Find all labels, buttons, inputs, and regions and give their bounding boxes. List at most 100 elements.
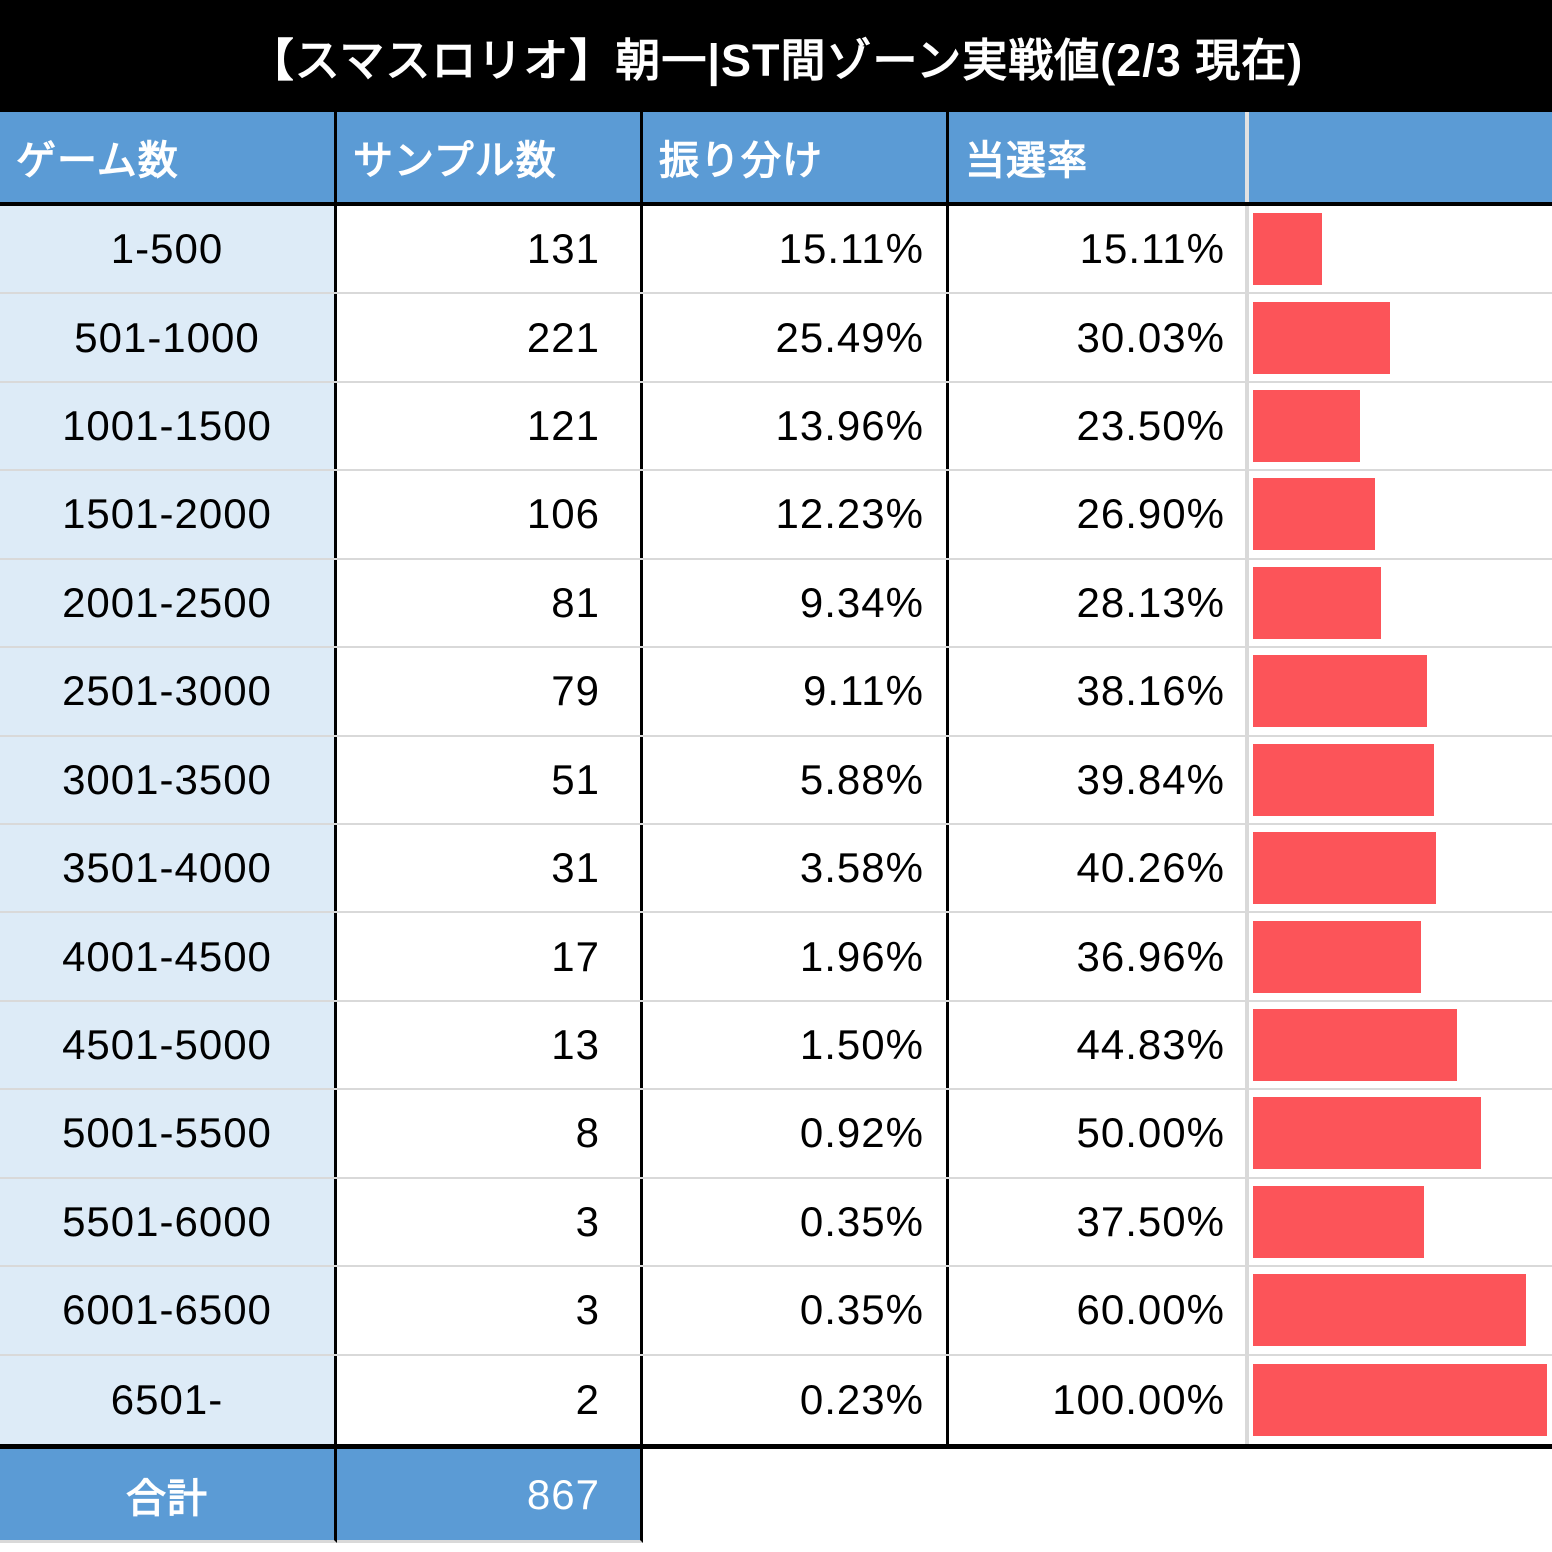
share-cell: 9.34% [643, 559, 949, 647]
samples-cell: 3 [337, 1267, 643, 1354]
samples-cell: 221 [337, 294, 643, 381]
column-header-share: 振り分け [643, 112, 949, 202]
win-rate-bar-cell [1249, 737, 1552, 823]
win-rate-bar-cell [1249, 1179, 1552, 1265]
table-row: 6001-6500 3 0.35% 60.00% [0, 1267, 1552, 1356]
share-cell: 1.50% [643, 1001, 949, 1089]
win-rate-bar [1253, 1363, 1547, 1436]
table-row: 1001-1500 121 13.96% 23.50% [0, 382, 1552, 472]
games-range-cell: 6001-6500 [0, 1267, 337, 1354]
win-rate-bar [1253, 1009, 1457, 1082]
win-rate-cell: 100.00% [949, 1355, 1249, 1444]
win-rate-bar-cell [1249, 206, 1552, 292]
share-cell: 13.96% [643, 382, 949, 470]
win-rate-bar-cell [1249, 383, 1552, 469]
table-row: 4001-4500 17 1.96% 36.96% [0, 913, 1552, 1002]
win-rate-cell: 39.84% [949, 736, 1249, 823]
samples-cell: 51 [337, 736, 643, 823]
samples-cell: 3 [337, 1178, 643, 1266]
win-rate-cell: 38.16% [949, 648, 1249, 735]
win-rate-cell: 36.96% [949, 913, 1249, 1000]
table-row: 2501-3000 79 9.11% 38.16% [0, 648, 1552, 737]
column-header-samples: サンプル数 [337, 112, 643, 202]
win-rate-bar [1253, 301, 1390, 374]
win-rate-bar [1253, 1097, 1481, 1170]
samples-cell: 31 [337, 825, 643, 912]
win-rate-bar-cell [1249, 294, 1552, 380]
games-range-cell: 501-1000 [0, 294, 337, 381]
win-rate-bar-cell [1249, 913, 1552, 999]
games-range-cell: 3001-3500 [0, 736, 337, 823]
table-row: 3501-4000 31 3.58% 40.26% [0, 825, 1552, 914]
samples-cell: 131 [337, 206, 643, 293]
games-range-cell: 5001-5500 [0, 1090, 337, 1177]
table-row: 3001-3500 51 5.88% 39.84% [0, 736, 1552, 825]
samples-cell: 106 [337, 471, 643, 558]
share-cell: 0.35% [643, 1267, 949, 1354]
table-row: 1-500 131 15.11% 15.11% [0, 206, 1552, 295]
win-rate-bar [1253, 390, 1360, 463]
win-rate-cell: 30.03% [949, 294, 1249, 381]
win-rate-bar [1253, 566, 1381, 639]
win-rate-cell: 44.83% [949, 1001, 1249, 1089]
win-rate-cell: 60.00% [949, 1267, 1249, 1354]
share-cell: 1.96% [643, 913, 949, 1000]
samples-cell: 81 [337, 559, 643, 647]
win-rate-bar-cell [1249, 1356, 1552, 1444]
total-label-cell: 合計 [0, 1449, 337, 1543]
win-rate-bar-cell [1249, 825, 1552, 911]
win-rate-bar-cell [1249, 648, 1552, 734]
win-rate-cell: 23.50% [949, 382, 1249, 470]
samples-cell: 121 [337, 382, 643, 470]
share-cell: 25.49% [643, 294, 949, 381]
table-header-row: ゲーム数 サンプル数 振り分け 当選率 [0, 112, 1552, 206]
win-rate-bar-cell [1249, 1002, 1552, 1088]
samples-cell: 8 [337, 1090, 643, 1177]
column-header-win-rate: 当選率 [949, 112, 1249, 202]
games-range-cell: 2501-3000 [0, 648, 337, 735]
win-rate-bar-cell [1249, 560, 1552, 646]
total-samples-cell: 867 [337, 1449, 643, 1543]
table-row: 5501-6000 3 0.35% 37.50% [0, 1178, 1552, 1268]
share-cell: 12.23% [643, 471, 949, 558]
games-range-cell: 1-500 [0, 206, 337, 293]
samples-cell: 79 [337, 648, 643, 735]
games-range-cell: 4501-5000 [0, 1001, 337, 1089]
share-cell: 0.35% [643, 1178, 949, 1266]
win-rate-cell: 40.26% [949, 825, 1249, 912]
share-cell: 0.92% [643, 1090, 949, 1177]
games-range-cell: 4001-4500 [0, 913, 337, 1000]
win-rate-bar [1253, 655, 1427, 728]
share-cell: 9.11% [643, 648, 949, 735]
table-total-row: 合計 867 [0, 1449, 1552, 1543]
win-rate-cell: 15.11% [949, 206, 1249, 293]
total-divider-line [0, 1444, 1552, 1449]
table-row: 4501-5000 13 1.50% 44.83% [0, 1001, 1552, 1091]
table-row: 1501-2000 106 12.23% 26.90% [0, 471, 1552, 560]
total-empty-area [643, 1449, 1552, 1543]
win-rate-bar [1253, 1274, 1526, 1347]
win-rate-cell: 37.50% [949, 1178, 1249, 1266]
column-header-games: ゲーム数 [0, 112, 337, 202]
win-rate-bar [1253, 213, 1322, 286]
table-row: 2001-2500 81 9.34% 28.13% [0, 559, 1552, 649]
win-rate-bar [1253, 920, 1422, 993]
share-cell: 15.11% [643, 206, 949, 293]
page-title: 【スマスロリオ】朝一|ST間ゾーン実戦値(2/3 現在) [0, 0, 1552, 112]
samples-cell: 13 [337, 1001, 643, 1089]
games-range-cell: 1501-2000 [0, 471, 337, 558]
win-rate-cell: 50.00% [949, 1090, 1249, 1177]
share-cell: 3.58% [643, 825, 949, 912]
games-range-cell: 6501- [0, 1355, 337, 1444]
win-rate-bar-cell [1249, 1267, 1552, 1353]
table-row: 5001-5500 8 0.92% 50.00% [0, 1090, 1552, 1179]
games-range-cell: 1001-1500 [0, 382, 337, 470]
win-rate-bar-cell [1249, 1090, 1552, 1176]
win-rate-bar [1253, 832, 1437, 905]
games-range-cell: 3501-4000 [0, 825, 337, 912]
win-rate-bar [1253, 1185, 1424, 1258]
column-header-bar [1249, 112, 1552, 202]
table-row: 501-1000 221 25.49% 30.03% [0, 294, 1552, 383]
samples-cell: 17 [337, 913, 643, 1000]
